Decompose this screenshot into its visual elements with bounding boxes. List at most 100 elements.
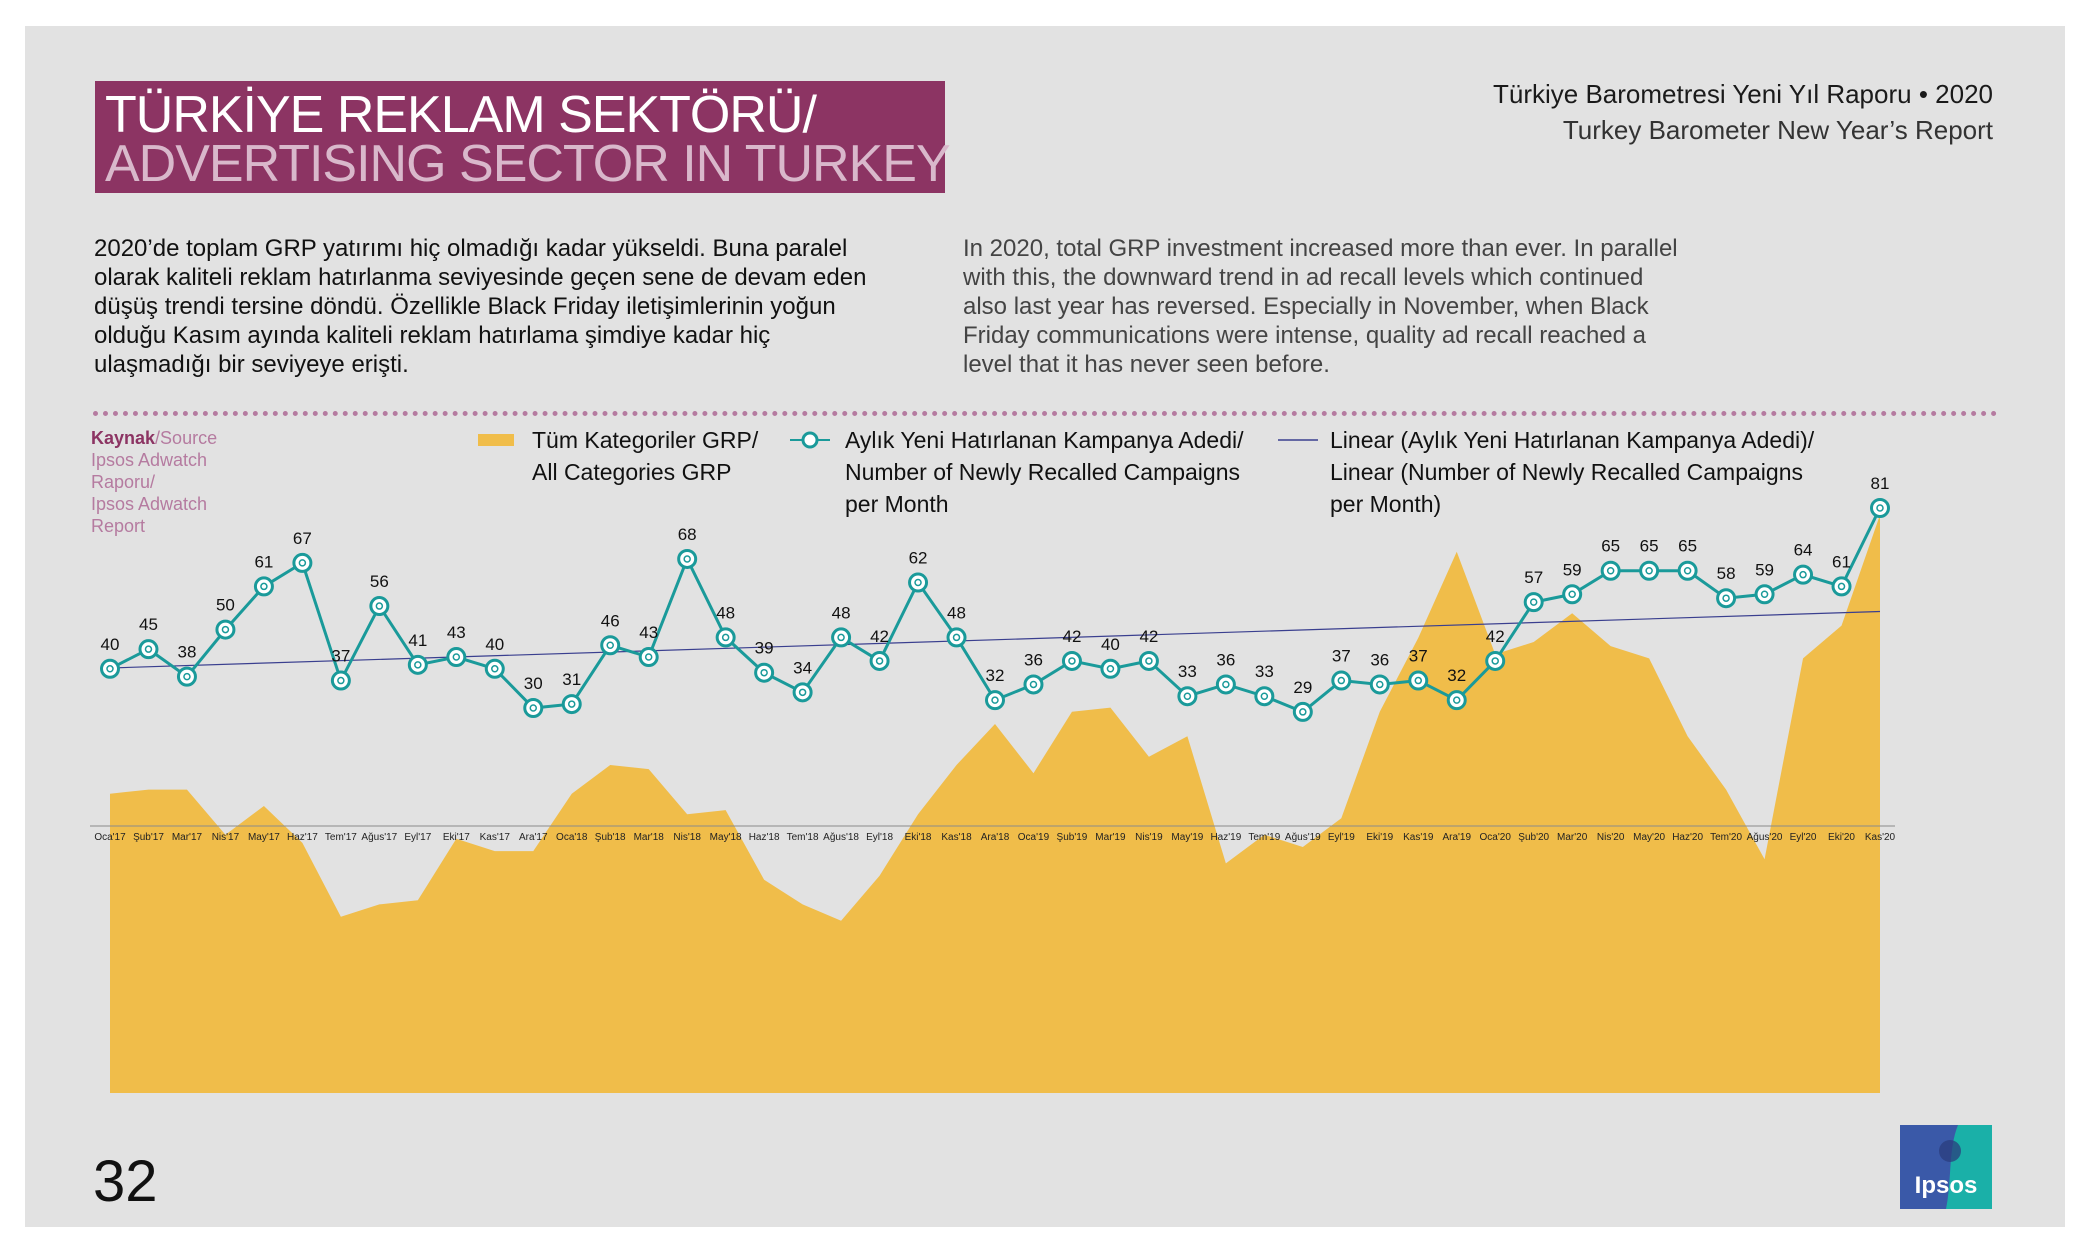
data-label: 43 (639, 623, 658, 642)
x-tick-label: Haz'17 (287, 832, 318, 843)
data-point (600, 635, 621, 656)
data-label: 61 (254, 552, 273, 571)
x-tick-label: Tem'19 (1248, 832, 1280, 843)
data-label: 48 (716, 603, 735, 622)
x-tick-label: May'18 (710, 832, 742, 843)
data-point-inner (1068, 657, 1076, 665)
data-label: 68 (678, 525, 697, 544)
data-point (176, 666, 197, 687)
page-title: TÜRKİYE REKLAM SEKTÖRÜ/ (105, 86, 817, 144)
data-label: 40 (485, 635, 504, 654)
data-label: 81 (1871, 474, 1890, 493)
logo-text: Ipsos (1915, 1172, 1978, 1199)
x-tick-label: Tem'20 (1710, 832, 1742, 843)
data-point (792, 682, 813, 703)
x-tick-label: Nis'19 (1135, 832, 1163, 843)
data-label: 42 (1139, 627, 1158, 646)
data-point-inner (375, 602, 384, 610)
data-point-inner (1837, 582, 1846, 591)
plot-area: Oca'17 Şub'17 Mar'17 Nis'17 May'17 Haz'17 Tem'… (90, 474, 1896, 1093)
data-label: 29 (1293, 678, 1312, 697)
data-point (1754, 584, 1775, 605)
x-tick-label: Kas'17 (480, 832, 511, 843)
data-point-inner (644, 653, 653, 661)
data-point-inner (875, 657, 884, 665)
legend-grp-label: Tüm Kategoriler GRP/ (532, 427, 759, 453)
data-point-inner (144, 645, 153, 653)
data-label: 65 (1640, 537, 1659, 556)
data-label: 65 (1678, 537, 1697, 556)
x-tick-label: Nis'18 (673, 832, 701, 843)
data-label: 36 (1024, 650, 1043, 669)
data-point-inner (567, 700, 576, 708)
data-point (908, 572, 929, 593)
page-subtitle: ADVERTISING SECTOR IN TURKEY (105, 135, 951, 193)
ipsos-logo: Ipsos (1900, 1125, 1992, 1209)
x-tick-label: Kas'20 (1865, 832, 1896, 843)
report-title-en: Turkey Barometer New Year’s Report (1562, 115, 1993, 145)
data-point-inner (106, 665, 114, 673)
source-line: Report (91, 516, 146, 536)
data-point (215, 619, 236, 640)
data-point-inner (1414, 676, 1423, 685)
x-tick-label: Eki'17 (443, 832, 470, 843)
body-text-english: In 2020, total GRP investment increased … (963, 235, 1678, 378)
x-tick-label: Nis'17 (212, 832, 240, 843)
legend-line-label: Aylık Yeni Hatırlanan Kampanya Adedi/ (845, 427, 1244, 453)
data-point (446, 647, 467, 668)
data-point-inner (1299, 708, 1307, 716)
data-label: 57 (1524, 568, 1543, 587)
legend-line-label: Number of Newly Recalled Campaigns (845, 459, 1240, 485)
data-label: 67 (293, 529, 312, 548)
x-tick-label: Ara'18 (981, 832, 1010, 843)
data-point-inner (260, 582, 268, 591)
data-point (831, 627, 852, 648)
data-label: 33 (1178, 662, 1197, 681)
data-point-inner (1568, 590, 1576, 599)
source-label: Kaynak (91, 428, 156, 448)
data-point (484, 658, 505, 679)
data-point-inner (1683, 566, 1692, 575)
x-tick-label: Eyl'20 (1790, 832, 1817, 843)
data-point (561, 694, 582, 715)
data-point (1177, 686, 1198, 707)
data-point-inner (1183, 692, 1192, 700)
data-point-inner (337, 676, 345, 685)
x-tick-label: Ağus'18 (823, 832, 859, 843)
data-point-inner (1106, 665, 1115, 673)
legend-marker-icon (801, 431, 819, 449)
data-label: 33 (1255, 662, 1274, 681)
data-label: 37 (1332, 647, 1351, 666)
data-point (1215, 674, 1236, 695)
legend-trend-label: per Month) (1330, 491, 1441, 517)
data-point (1100, 658, 1121, 679)
data-label: 32 (1447, 666, 1466, 685)
data-point (677, 548, 698, 569)
source-line: Ipsos Adwatch (91, 450, 208, 470)
data-label: 39 (755, 639, 774, 658)
data-point (253, 576, 274, 597)
data-point-inner (1645, 566, 1653, 575)
x-tick-label: Eki'19 (1366, 832, 1393, 843)
data-point-inner (452, 653, 461, 661)
x-tick-label: Eyl'18 (866, 832, 893, 843)
data-point (330, 670, 351, 691)
x-tick-label: Ağus'20 (1747, 832, 1783, 843)
data-label: 59 (1755, 560, 1774, 579)
x-tick-label: Mar'18 (634, 832, 665, 843)
x-tick-label: Oca'19 (1018, 832, 1050, 843)
data-point (1485, 650, 1506, 671)
data-point-inner (1029, 680, 1038, 689)
source-label-en: /Source (155, 428, 218, 448)
data-point-inner (1337, 676, 1346, 685)
data-point-inner (606, 641, 614, 650)
data-label: 48 (947, 603, 966, 622)
data-label: 42 (1062, 627, 1081, 646)
x-tick-label: Ağus'19 (1285, 832, 1321, 843)
data-label: 58 (1717, 564, 1736, 583)
data-point-inner (721, 633, 730, 642)
x-tick-label: Ara'19 (1442, 832, 1471, 843)
x-tick-label: Oca'17 (94, 832, 126, 843)
legend-swatch-grp (478, 434, 514, 446)
